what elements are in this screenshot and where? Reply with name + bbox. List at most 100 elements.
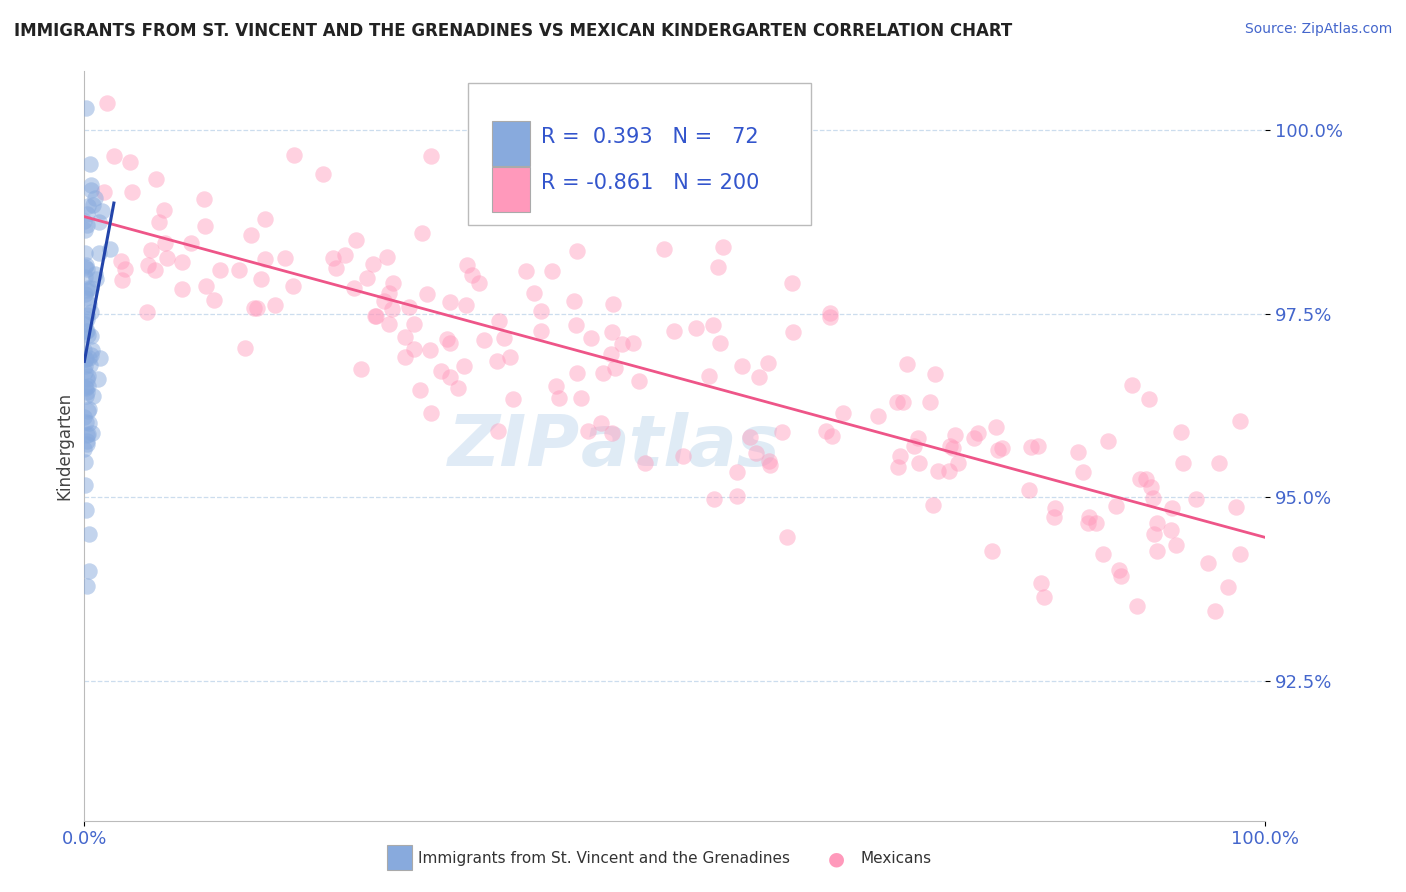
Point	[394, 351, 416, 365]
Point	[1229, 413, 1251, 427]
Point	[77, 328, 100, 343]
Point	[377, 286, 399, 301]
Point	[110, 253, 132, 268]
Point	[136, 259, 159, 273]
Point	[76, 369, 98, 384]
Point	[77, 351, 100, 366]
Point	[967, 425, 990, 440]
Y-axis label: Kindergarten: Kindergarten	[55, 392, 73, 500]
Point	[416, 287, 439, 301]
Point	[775, 530, 797, 544]
Point	[540, 263, 562, 277]
Point	[381, 276, 404, 290]
Point	[87, 372, 110, 386]
Point	[79, 348, 101, 362]
Point	[82, 425, 104, 440]
Point	[76, 283, 98, 297]
Point	[143, 262, 166, 277]
Point	[1097, 434, 1119, 448]
Point	[344, 233, 367, 247]
Point	[818, 305, 841, 319]
Point	[246, 301, 269, 316]
Point	[80, 329, 103, 343]
Point	[1043, 500, 1066, 515]
Point	[73, 245, 96, 260]
Point	[194, 219, 217, 234]
Point	[439, 370, 461, 384]
Point	[429, 364, 451, 378]
Point	[73, 359, 96, 374]
Point	[454, 298, 477, 312]
Point	[866, 409, 889, 424]
Point	[312, 168, 335, 182]
Point	[984, 420, 1007, 434]
Point	[896, 358, 918, 372]
Point	[343, 281, 366, 295]
Point	[73, 455, 96, 469]
Point	[987, 443, 1010, 458]
Point	[579, 331, 602, 345]
Point	[731, 359, 754, 373]
Point	[946, 456, 969, 470]
Point	[73, 379, 96, 393]
Text: Mexicans: Mexicans	[860, 852, 932, 866]
Point	[76, 312, 98, 326]
Point	[75, 415, 97, 429]
Point	[600, 425, 623, 440]
Point	[472, 333, 495, 347]
Text: R = -0.861   N = 200: R = -0.861 N = 200	[541, 173, 759, 193]
Point	[1204, 604, 1226, 618]
Point	[76, 436, 98, 450]
Point	[73, 214, 96, 228]
Point	[697, 368, 720, 383]
Point	[1091, 547, 1114, 561]
Point	[1109, 569, 1132, 583]
Point	[84, 272, 107, 286]
Point	[1108, 563, 1130, 577]
Point	[565, 244, 588, 258]
Point	[75, 291, 97, 305]
Point	[76, 372, 98, 386]
Point	[1160, 524, 1182, 538]
Point	[121, 185, 143, 199]
Point	[602, 297, 624, 311]
Point	[152, 203, 174, 218]
Point	[886, 395, 908, 409]
Point	[373, 293, 395, 308]
Point	[76, 427, 98, 442]
Text: Immigrants from St. Vincent and the Grenadines: Immigrants from St. Vincent and the Gren…	[418, 852, 790, 866]
Point	[254, 252, 277, 266]
Point	[756, 356, 779, 370]
Point	[1078, 510, 1101, 524]
Point	[1146, 516, 1168, 531]
Point	[548, 391, 571, 405]
Point	[79, 157, 101, 171]
Point	[118, 155, 141, 169]
Point	[361, 257, 384, 271]
Point	[103, 149, 125, 163]
Point	[228, 262, 250, 277]
Point	[1105, 499, 1128, 513]
Point	[990, 441, 1012, 455]
Point	[672, 449, 695, 463]
Point	[98, 243, 121, 257]
Point	[821, 429, 844, 443]
Point	[402, 317, 425, 331]
Point	[1143, 527, 1166, 541]
Point	[89, 351, 111, 366]
Point	[571, 391, 593, 405]
Point	[1129, 472, 1152, 486]
Point	[565, 318, 588, 332]
Point	[889, 449, 911, 463]
Point	[82, 389, 104, 403]
Text: R =  0.393   N =   72: R = 0.393 N = 72	[541, 128, 759, 147]
Point	[96, 95, 118, 110]
Point	[927, 464, 949, 478]
Point	[76, 199, 98, 213]
Point	[1077, 516, 1099, 530]
Point	[652, 242, 675, 256]
Point	[461, 268, 484, 282]
Point	[782, 325, 804, 339]
Point	[820, 310, 842, 325]
Point	[73, 352, 96, 367]
